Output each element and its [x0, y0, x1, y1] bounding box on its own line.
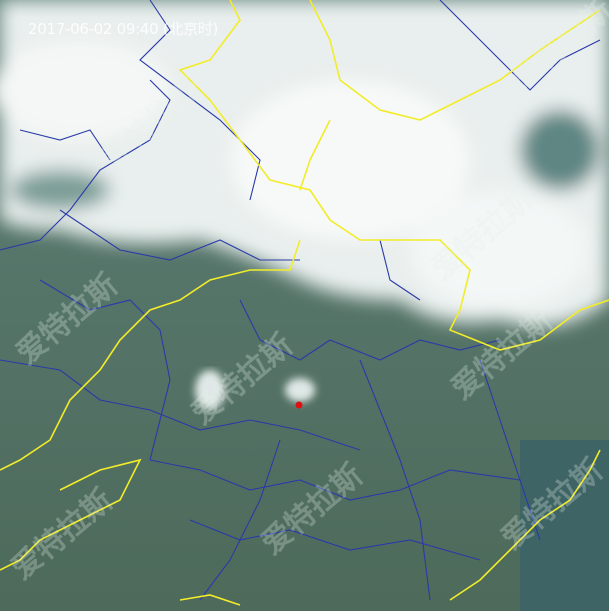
timestamp-label: 2017-06-02 09:40 (北京时)	[28, 20, 219, 38]
county-borders	[0, 0, 601, 601]
location-marker-icon[interactable]	[295, 401, 303, 409]
